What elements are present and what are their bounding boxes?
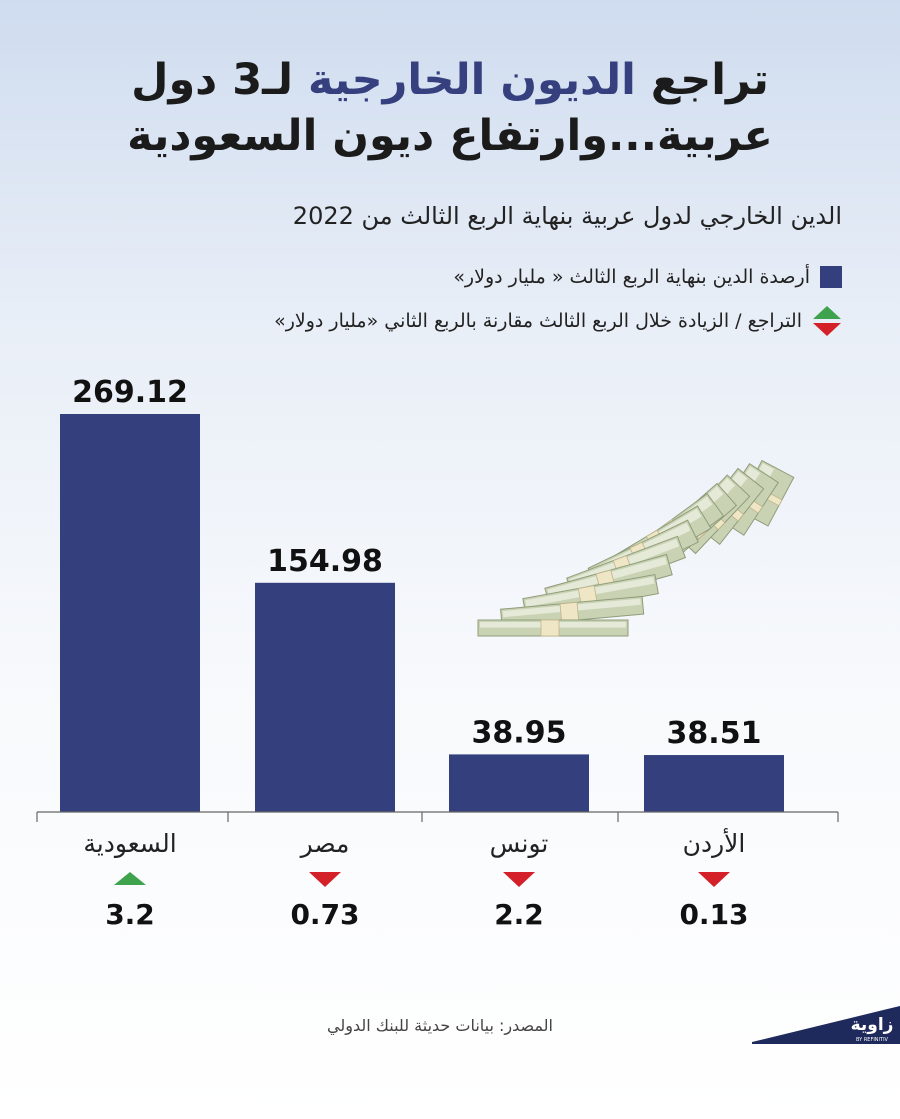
decrease-triangle-icon	[503, 872, 535, 887]
decrease-triangle-icon	[698, 872, 730, 887]
up-down-triangle-icon	[813, 306, 841, 336]
bar	[60, 414, 200, 812]
bar-value-label: 38.95	[472, 715, 567, 750]
x-tick-label: تونس	[490, 829, 549, 858]
legend-change-label: التراجع / الزيادة خلال الربع الثالث مقار…	[274, 310, 802, 332]
bar	[644, 755, 784, 812]
x-tick-label: مصر	[299, 829, 350, 858]
legend-balance-label: أرصدة الدين بنهاية الربع الثالث « مليار …	[453, 266, 810, 288]
source-note: المصدر: بيانات حديثة للبنك الدولي	[327, 1016, 553, 1035]
title-highlight: الديون الخارجية	[307, 55, 636, 105]
legend-square-swatch	[820, 266, 842, 288]
increase-triangle-icon	[114, 872, 146, 885]
zawya-logo: زاوية BY REFINITIV	[752, 1006, 900, 1044]
change-value-label: 3.2	[105, 898, 155, 931]
change-value-label: 2.2	[494, 898, 544, 931]
legend-item-balance: أرصدة الدين بنهاية الربع الثالث « مليار …	[62, 262, 842, 292]
title-line1: تراجع الديون الخارجية لـ3 دول	[131, 55, 769, 105]
svg-text:BY REFINITIV: BY REFINITIV	[856, 1037, 889, 1043]
decrease-triangle-icon	[309, 872, 341, 887]
change-value-label: 0.73	[290, 898, 359, 931]
legend-item-change: التراجع / الزيادة خلال الربع الثالث مقار…	[62, 306, 842, 336]
chart-title: تراجع الديون الخارجية لـ3 دول عربية...وا…	[0, 52, 900, 164]
svg-text:زاوية: زاوية	[851, 1015, 894, 1035]
bar-value-label: 269.12	[72, 375, 188, 410]
bar-value-label: 154.98	[267, 544, 383, 579]
change-value-label: 0.13	[679, 898, 748, 931]
chart-subtitle: الدين الخارجي لدول عربية بنهاية الربع ال…	[292, 202, 842, 230]
money-stack-illustration	[477, 459, 795, 637]
title-line2: عربية...وارتفاع ديون السعودية	[127, 111, 773, 161]
x-tick-label: الأردن	[683, 827, 746, 858]
bar	[449, 754, 589, 812]
bar-value-label: 38.51	[667, 716, 762, 751]
bar	[255, 582, 395, 812]
x-tick-label: السعودية	[83, 829, 176, 858]
